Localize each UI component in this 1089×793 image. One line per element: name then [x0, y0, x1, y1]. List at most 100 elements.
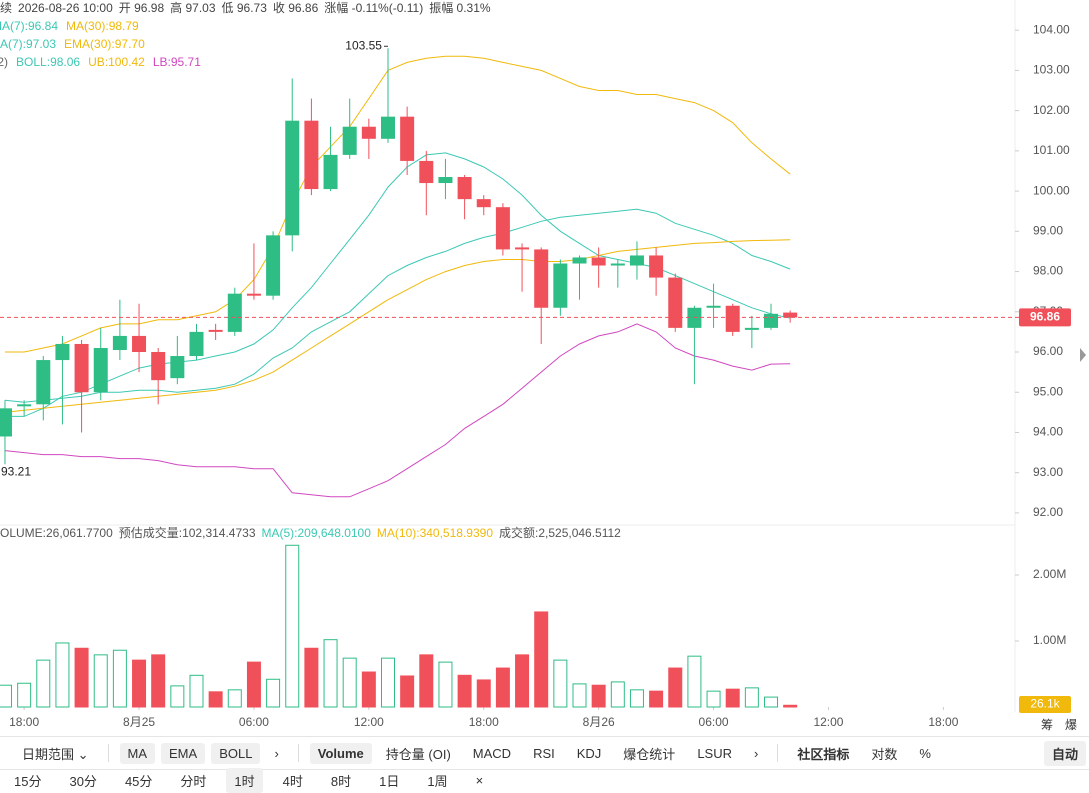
volume-bar	[55, 642, 70, 708]
interval-button[interactable]: 15分	[14, 774, 42, 789]
indicator-legend: EMA(7):97.03 EMA(30):97.70	[0, 37, 145, 51]
high-label: 103.55	[345, 38, 382, 52]
candle-body	[112, 335, 127, 350]
volume-bar	[419, 654, 434, 708]
candle-body	[93, 347, 108, 393]
y-tick-label: 99.00	[1033, 223, 1063, 237]
legend-item: EMA(30):97.70	[64, 37, 145, 51]
info-item: 高 97.03	[170, 0, 216, 15]
volume-bar	[266, 678, 281, 708]
candle-body	[246, 293, 261, 296]
corner-icon: 爆	[1065, 718, 1077, 732]
y-tick-label: 98.00	[1033, 264, 1063, 278]
volume-bar	[0, 684, 12, 708]
toolbar-button[interactable]: 自动	[1043, 740, 1086, 766]
toolbar-button[interactable]: ›	[754, 745, 759, 761]
x-tick-label: 18:00	[928, 715, 958, 729]
volume-bar	[380, 657, 395, 708]
candle-body	[764, 313, 779, 328]
toolbar-button[interactable]: EMA	[161, 742, 206, 764]
volume-bar	[189, 674, 204, 708]
candle-body	[553, 263, 568, 308]
y-tick-label: 100.00	[1033, 183, 1070, 197]
toolbar-button[interactable]: 对数	[871, 746, 898, 762]
candle-body	[610, 263, 625, 266]
indicator-legend: BOLL(20,2) BOLL:98.06 UB:100.42 LB:95.71	[0, 55, 201, 69]
interval-button[interactable]: 4时	[282, 774, 303, 789]
x-tick-label: 8月26	[583, 715, 615, 729]
candle-body	[361, 126, 376, 139]
toolbar-button[interactable]: 持仓量 (OI)	[385, 746, 451, 762]
candle-body	[323, 154, 338, 190]
candle-body	[438, 177, 453, 184]
x-tick-label: 06:00	[699, 715, 729, 729]
toolbar-button[interactable]: BOLL	[211, 742, 261, 764]
info-item: 收 96.86	[273, 1, 319, 15]
last-price-tag	[1019, 308, 1071, 327]
info-item: 2026-08-26 10:00	[18, 1, 113, 15]
candle-body	[495, 207, 510, 250]
info-item: 开 96.98	[119, 1, 165, 15]
interval-button[interactable]: ×	[475, 773, 484, 788]
toolbar-button[interactable]: 日期范围 ⌄	[22, 746, 89, 762]
legend-item: BOLL:98.06	[16, 55, 80, 69]
candle-body	[151, 352, 166, 381]
y-tick-label: 96.00	[1033, 344, 1063, 358]
interval-button[interactable]: 1时	[226, 768, 263, 793]
separator	[777, 744, 779, 762]
candle-body	[132, 335, 147, 353]
chart: 永续 2026-08-26 10:00 开 96.98 高 97.03 低 96.73 收…	[0, 0, 1086, 732]
interval-button[interactable]: 45分	[124, 774, 153, 789]
toolbar-button[interactable]: 爆仓统计	[623, 746, 676, 762]
indicator-line	[4, 323, 791, 498]
volume-bar	[457, 674, 472, 708]
candle-body	[706, 305, 721, 308]
volume-bar	[649, 690, 664, 708]
indicator-line	[5, 55, 791, 353]
volume-legend: VOLUME:26,061.7700 预估成交量:102,314.4733 MA(5…	[0, 525, 621, 540]
legend-item: MA(7):96.84	[0, 19, 58, 33]
volume-bar	[74, 647, 89, 708]
scroll-arrow[interactable]	[1080, 348, 1086, 362]
toolbar-button[interactable]: MACD	[472, 745, 512, 761]
volume-bar	[93, 654, 108, 708]
interval-button[interactable]: 30分	[69, 774, 97, 789]
candle-body	[227, 293, 242, 332]
toolbar-button[interactable]: %	[919, 745, 931, 761]
candle-body	[476, 199, 491, 208]
interval-button[interactable]: 1日	[379, 774, 400, 789]
interval-button[interactable]: 8时	[330, 774, 352, 789]
info-item: 低 96.73	[222, 1, 268, 15]
legend-item: MA(10):340,518.9390	[377, 526, 493, 540]
x-tick-label: 18:00	[469, 715, 499, 729]
legend-item: BOLL(20,2)	[0, 55, 8, 69]
legend-item: 预估成交量:102,314.4733	[119, 525, 256, 540]
toolbar-button[interactable]: ›	[274, 745, 279, 761]
x-tick-label: 18:00	[9, 715, 39, 729]
candle-body	[668, 277, 683, 328]
interval-button[interactable]: 分时	[180, 774, 207, 789]
toolbar-button[interactable]: MA	[119, 742, 156, 764]
toolbar-button[interactable]: 社区指标	[797, 746, 850, 762]
low-label: 93.21	[1, 464, 31, 478]
volume-bar	[610, 681, 625, 708]
candle-body	[629, 255, 644, 266]
candle-body	[0, 408, 12, 437]
y-tick-label: 103.00	[1033, 63, 1070, 77]
toolbar-button[interactable]: LSUR	[697, 745, 732, 761]
candle-body	[285, 120, 300, 236]
interval-button[interactable]: 1周	[427, 774, 448, 789]
legend-item: EMA(7):97.03	[0, 37, 56, 51]
volume-bar	[36, 659, 51, 708]
last-volume-label: 26.1k	[1030, 697, 1060, 711]
toolbar-button[interactable]: Volume	[309, 742, 372, 764]
candle-body	[591, 257, 606, 266]
volume-bar	[725, 688, 740, 708]
toolbar-button[interactable]: KDJ	[576, 745, 602, 761]
volume-bar	[687, 655, 702, 708]
candle-body	[380, 116, 395, 139]
candle-body	[649, 255, 664, 278]
candle-body	[744, 327, 759, 330]
toolbar-button[interactable]: RSI	[533, 745, 555, 761]
